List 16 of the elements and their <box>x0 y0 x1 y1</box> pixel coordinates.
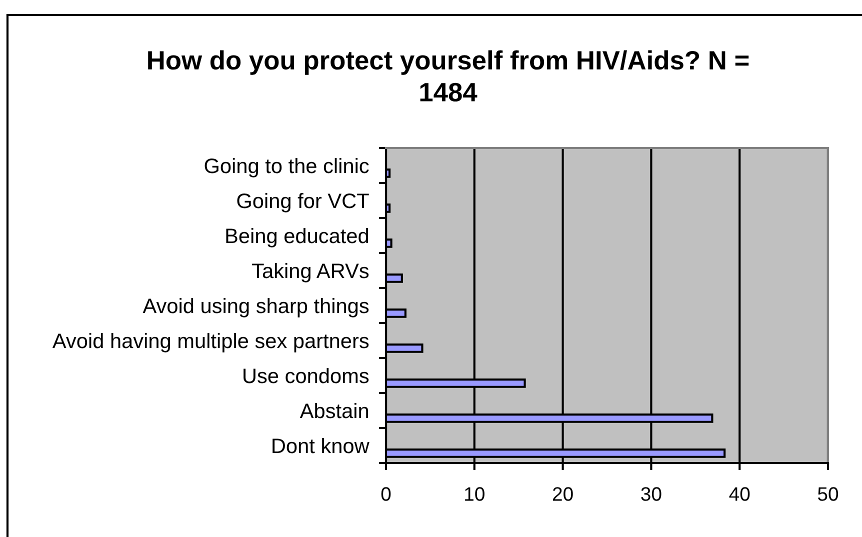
chart-title: How do you protect yourself from HIV/Aids? N = 1484 <box>148 50 749 102</box>
y-tick-label: Dont know <box>272 438 370 454</box>
x-tick-label: 0 <box>381 487 391 501</box>
x-tick-label: 20 <box>552 487 573 501</box>
y-tick-label: Avoid having multiple sex partners <box>52 332 369 352</box>
x-tick-label: 40 <box>729 487 750 501</box>
y-tick-label: Being educated <box>226 228 368 248</box>
x-tick-label: 30 <box>641 487 662 501</box>
y-tick-label: Use condoms <box>244 368 369 384</box>
y-tick-label: Taking ARVs <box>252 262 369 282</box>
y-tick-label: Going to the clinic <box>204 158 369 178</box>
y-tick-label: Abstain <box>300 402 368 418</box>
x-tick-label: 10 <box>465 487 484 501</box>
y-tick-label: Avoid using sharp things <box>142 298 369 318</box>
y-tick-label: Going for VCT <box>237 192 369 212</box>
x-tick-label: 50 <box>818 487 838 501</box>
